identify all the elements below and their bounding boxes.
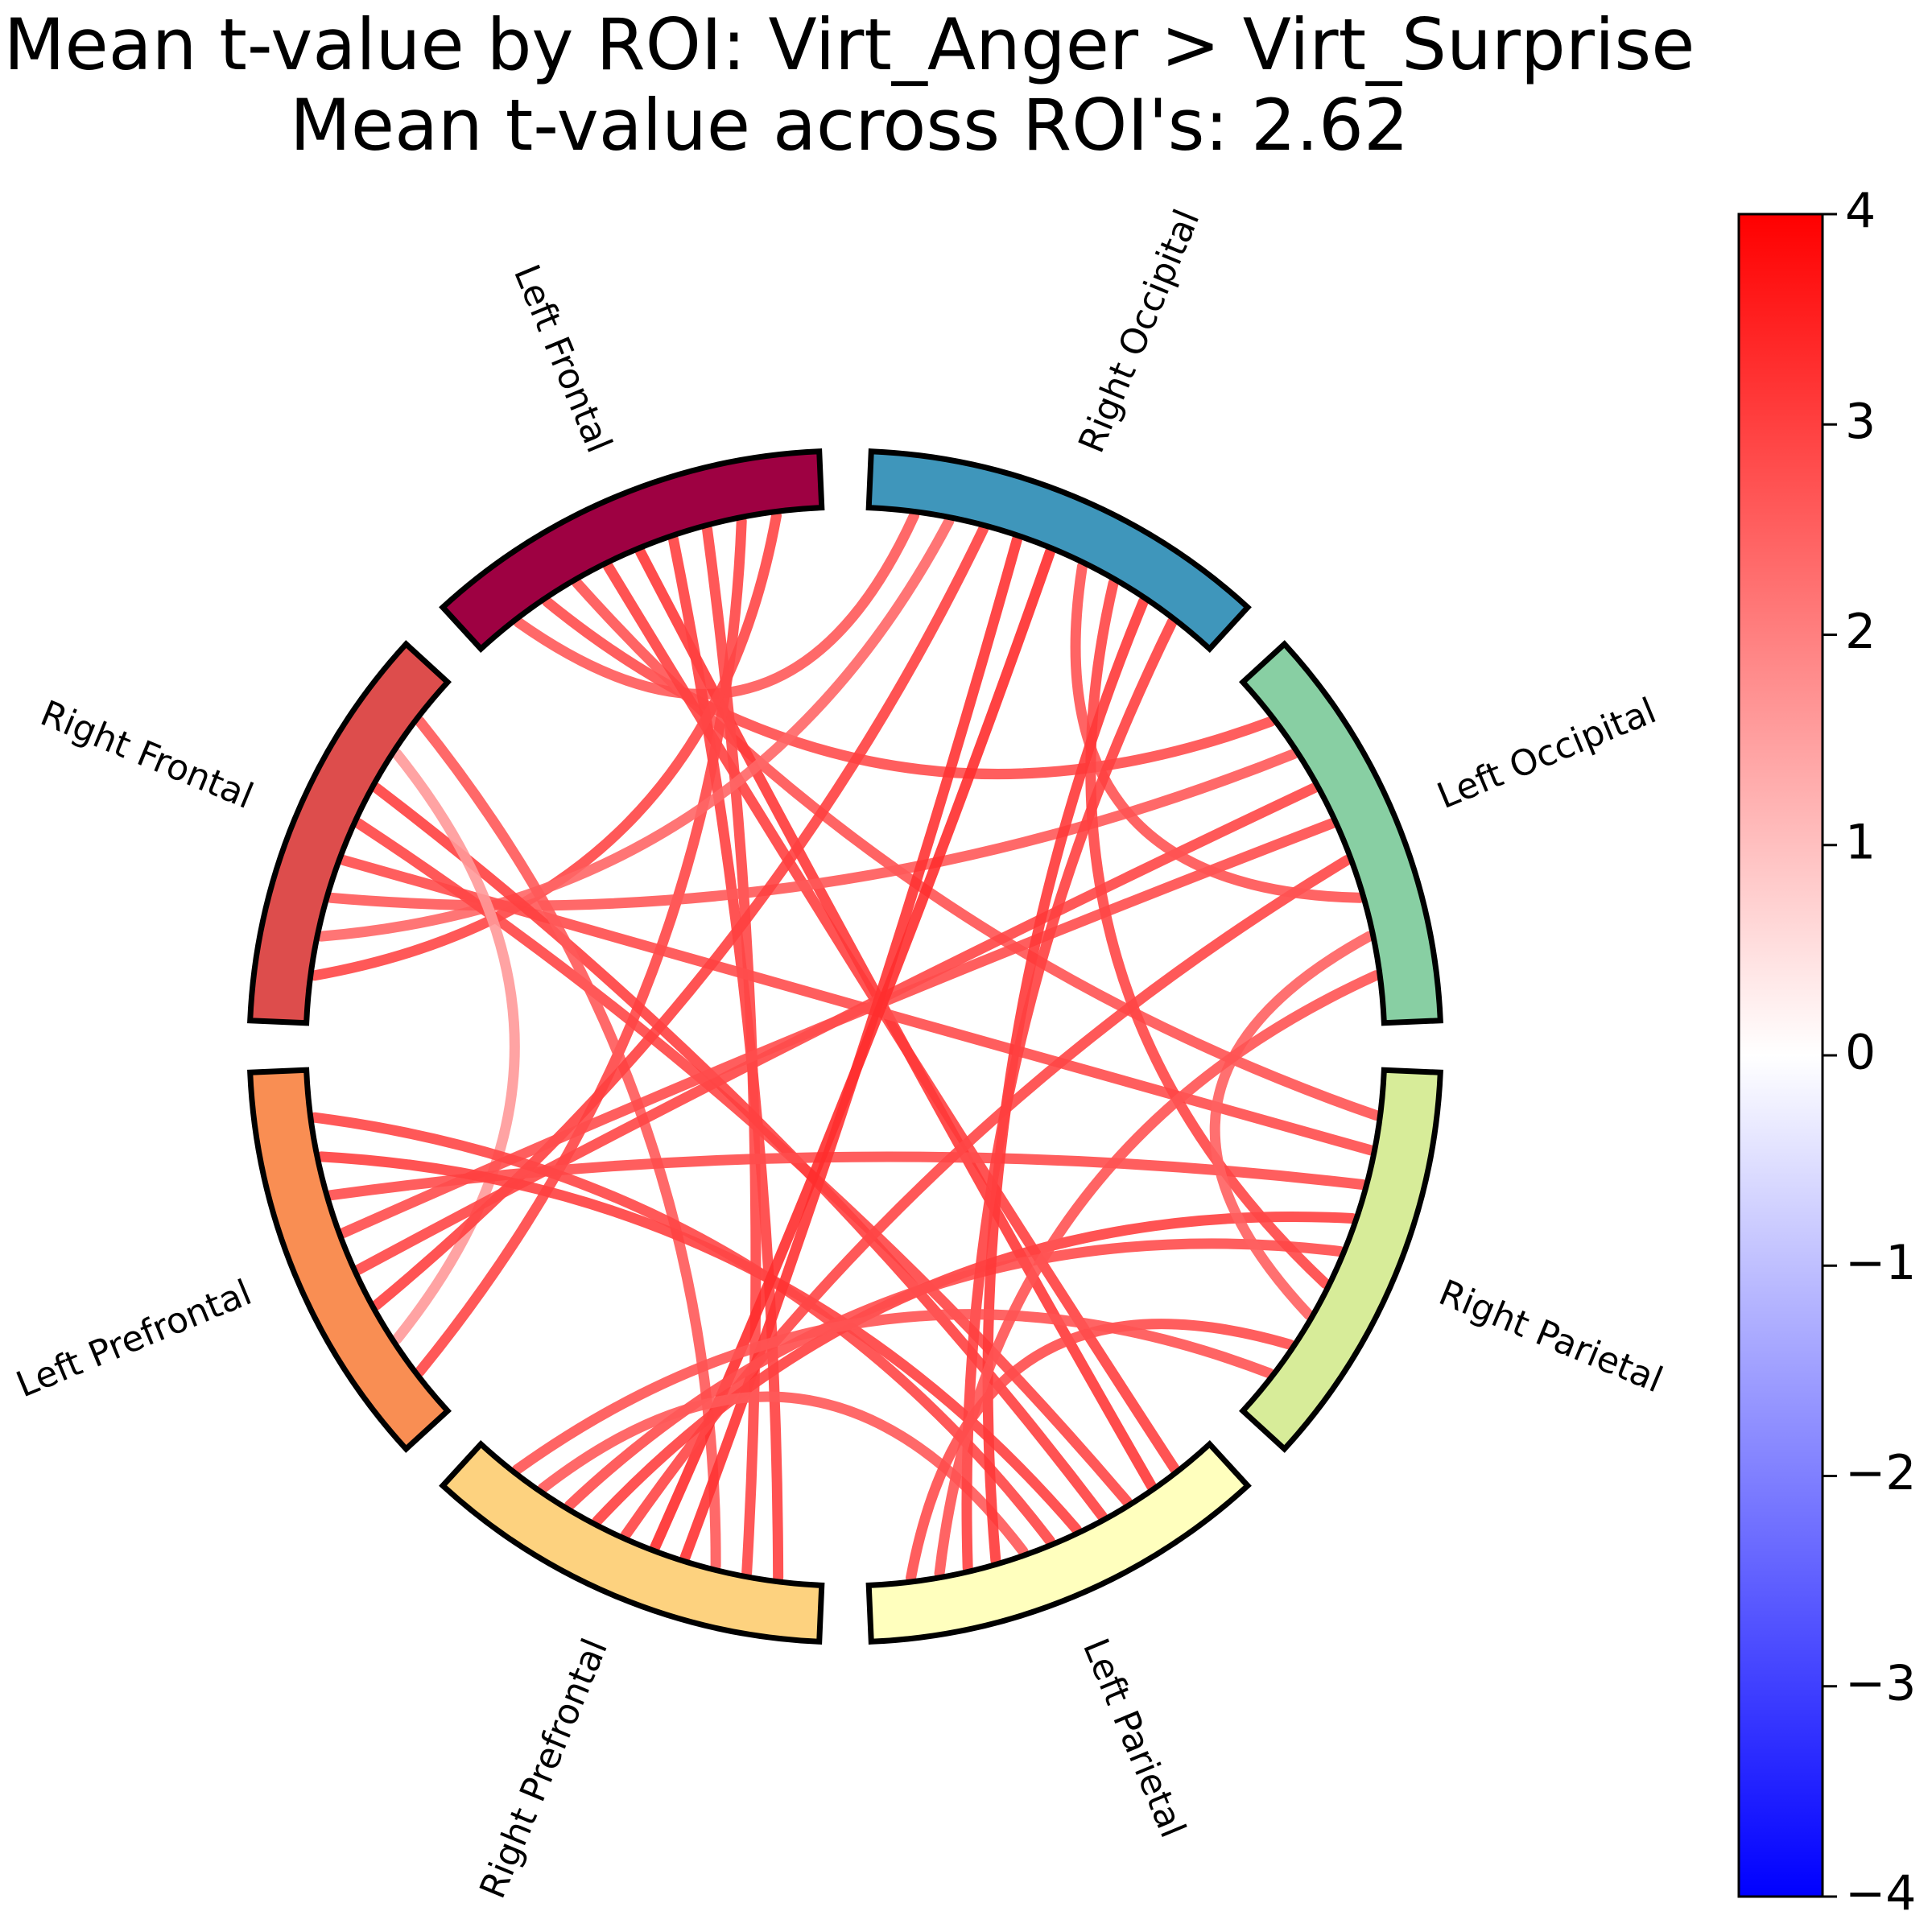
roi-segment-left-parietal xyxy=(865,1440,1252,1645)
roi-label-right-occipital: Right Occipital xyxy=(1071,204,1208,459)
chart-title-line-1: Mean t-value by ROI: Virt_Anger > Virt_S… xyxy=(3,3,1695,86)
colorbar-tick-label: 1 xyxy=(1845,814,1876,870)
colorbar-tick-label: −2 xyxy=(1845,1445,1916,1501)
chord-right-parietal-to-right-prefrontal xyxy=(511,1309,1275,1475)
chord-left-prefrontal-to-left-occipital xyxy=(338,818,1338,1239)
roi-segment-left-occipital xyxy=(1239,640,1443,1026)
chord-right-frontal-to-left-prefrontal xyxy=(391,749,520,1344)
colorbar-ticks: 4 3 2 1 0 −1 −2 −3 −4 xyxy=(1823,184,1916,1922)
colorbar-tick-label: −1 xyxy=(1845,1235,1916,1291)
colorbar-gradient xyxy=(1737,213,1824,1898)
chord-right-prefrontal-to-right-parietal xyxy=(564,1238,1345,1511)
chord-left-prefrontal-to-right-occipital xyxy=(371,523,989,1311)
colorbar-tick-label: 0 xyxy=(1845,1025,1876,1081)
chord-right-frontal-to-left-parietal xyxy=(371,782,1108,1521)
chord-left-frontal-to-left-occipital xyxy=(542,597,1276,779)
chord-right-parietal-to-left-parietal xyxy=(906,1319,1295,1583)
chord-right-occipital-to-left-occipital xyxy=(1070,561,1365,903)
roi-label-left-prefrontal: Left Prefrontal xyxy=(10,1272,257,1406)
chart-subtitle: Mean t-value across ROI's: 2.62 xyxy=(290,84,1409,167)
roi-label-left-parietal: Left Parietal xyxy=(1075,1633,1193,1843)
connection-chords xyxy=(309,510,1381,1583)
colorbar-tick-label: 4 xyxy=(1845,184,1876,240)
chart-title: Mean t-value by ROI: Virt_Anger > Virt_S… xyxy=(0,5,1699,166)
roi-label-left-occipital: Left Occipital xyxy=(1431,691,1662,818)
roi-segment-right-occipital xyxy=(865,448,1252,653)
roi-label-right-frontal: Right Frontal xyxy=(35,693,259,817)
roi-segment-right-frontal xyxy=(247,640,452,1026)
chord-left-occipital-to-left-parietal xyxy=(934,970,1381,1579)
colorbar-tick-label: −4 xyxy=(1845,1866,1916,1922)
colorbar-tick-label: 3 xyxy=(1845,394,1876,450)
colorbar: 4 3 2 1 0 −1 −2 −3 −4 xyxy=(1737,184,1916,1922)
chord-left-frontal-to-right-frontal xyxy=(309,510,782,981)
colorbar-tick-label: 2 xyxy=(1845,604,1876,660)
roi-segment-left-frontal xyxy=(439,448,825,653)
colorbar-tick-label: −3 xyxy=(1845,1655,1916,1711)
chord-right-occipital-to-right-parietal xyxy=(1085,577,1331,1289)
roi-labels: Right Occipital Left Occipital Right Parie… xyxy=(10,204,1668,1904)
roi-label-right-parietal: Right Parietal xyxy=(1433,1272,1668,1401)
roi-segment-right-prefrontal xyxy=(439,1440,825,1645)
chord-right-frontal-to-right-occipital xyxy=(316,516,955,942)
chord-left-frontal-to-right-occipital xyxy=(513,510,920,700)
roi-segment-right-parietal xyxy=(1239,1067,1443,1453)
roi-label-left-frontal: Left Frontal xyxy=(506,259,620,459)
roi-segment-left-prefrontal xyxy=(247,1067,452,1453)
roi-label-right-prefrontal: Right Prefrontal xyxy=(472,1633,616,1904)
chord-left-occipital-to-right-parietal xyxy=(1209,931,1375,1320)
chord-left-frontal-to-left-parietal xyxy=(635,547,1157,1492)
roi-segments xyxy=(247,448,1443,1645)
